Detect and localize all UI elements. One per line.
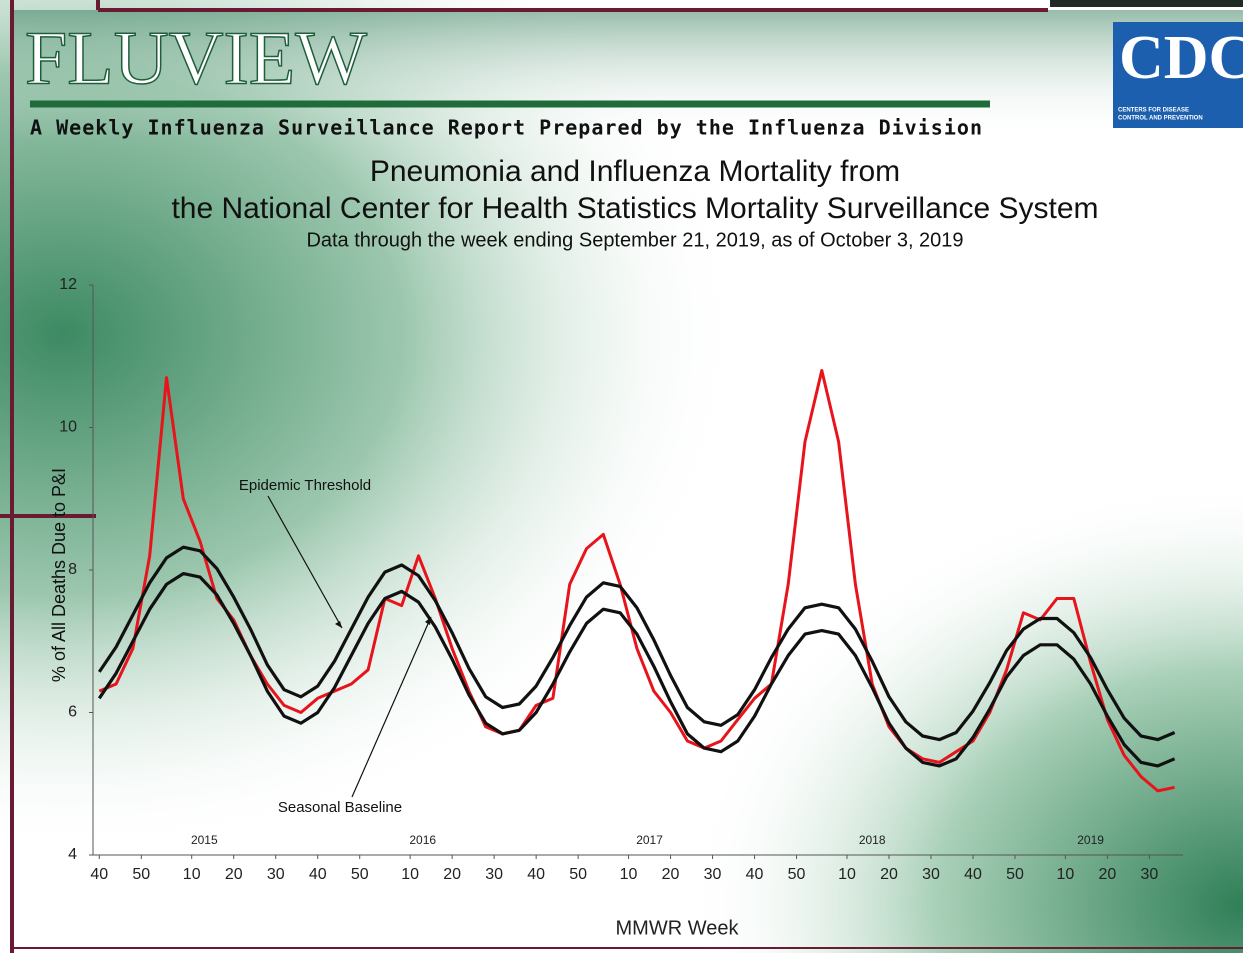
x-tick-label: 20 bbox=[1098, 866, 1116, 883]
x-axis-label: MMWR Week bbox=[616, 917, 740, 939]
corner-bar bbox=[1050, 0, 1243, 7]
x-tick-label: 10 bbox=[401, 866, 419, 883]
x-tick-label: 10 bbox=[183, 866, 201, 883]
year-label: 2016 bbox=[409, 833, 436, 847]
x-tick-label: 10 bbox=[620, 866, 638, 883]
y-tick-label: 4 bbox=[68, 846, 77, 863]
x-tick-label: 50 bbox=[569, 866, 587, 883]
chart-title: the National Center for Health Statistic… bbox=[171, 192, 1098, 225]
x-tick-label: 40 bbox=[309, 866, 327, 883]
y-tick-label: 6 bbox=[68, 704, 77, 721]
x-tick-label: 20 bbox=[443, 866, 461, 883]
x-tick-label: 40 bbox=[746, 866, 764, 883]
chart-subtitle: Data through the week ending September 2… bbox=[306, 229, 963, 251]
cdc-text: CDC bbox=[1119, 24, 1243, 92]
x-tick-label: 20 bbox=[662, 866, 680, 883]
x-tick-label: 30 bbox=[485, 866, 503, 883]
page: FLUVIEW A Weekly Influenza Surveillance … bbox=[0, 0, 1243, 953]
year-label: 2018 bbox=[859, 833, 886, 847]
x-tick-label: 40 bbox=[964, 866, 982, 883]
cdc-subtext: CENTERS FOR DISEASE bbox=[1118, 108, 1189, 114]
year-label: 2017 bbox=[636, 833, 663, 847]
x-tick-label: 30 bbox=[922, 866, 940, 883]
y-axis-label: % of All Deaths Due to P&I bbox=[49, 468, 69, 682]
y-tick-label: 8 bbox=[68, 561, 77, 578]
x-tick-label: 40 bbox=[527, 866, 545, 883]
cdc-subtext: CONTROL AND PREVENTION bbox=[1118, 116, 1203, 122]
x-tick-label: 30 bbox=[1140, 866, 1158, 883]
logo: FLUVIEW bbox=[25, 16, 367, 100]
year-label: 2015 bbox=[191, 833, 218, 847]
x-tick-label: 40 bbox=[90, 866, 108, 883]
x-tick-label: 20 bbox=[880, 866, 898, 883]
tagline: A Weekly Influenza Surveillance Report P… bbox=[30, 116, 982, 140]
annotation: Seasonal Baseline bbox=[278, 799, 402, 816]
y-tick-label: 10 bbox=[59, 419, 77, 436]
x-tick-label: 20 bbox=[225, 866, 243, 883]
chart-title: Pneumonia and Influenza Mortality from bbox=[370, 155, 900, 188]
x-tick-label: 50 bbox=[788, 866, 806, 883]
x-tick-label: 10 bbox=[838, 866, 856, 883]
y-tick-label: 12 bbox=[59, 276, 77, 293]
x-tick-label: 50 bbox=[132, 866, 150, 883]
x-tick-label: 30 bbox=[704, 866, 722, 883]
chart: FLUVIEW A Weekly Influenza Surveillance … bbox=[0, 0, 1243, 953]
year-label: 2019 bbox=[1077, 833, 1104, 847]
x-tick-label: 50 bbox=[351, 866, 369, 883]
x-tick-label: 50 bbox=[1006, 866, 1024, 883]
annotation: Epidemic Threshold bbox=[239, 477, 371, 494]
bg-glow-right bbox=[0, 0, 1243, 953]
x-tick-label: 30 bbox=[267, 866, 285, 883]
x-tick-label: 10 bbox=[1056, 866, 1074, 883]
